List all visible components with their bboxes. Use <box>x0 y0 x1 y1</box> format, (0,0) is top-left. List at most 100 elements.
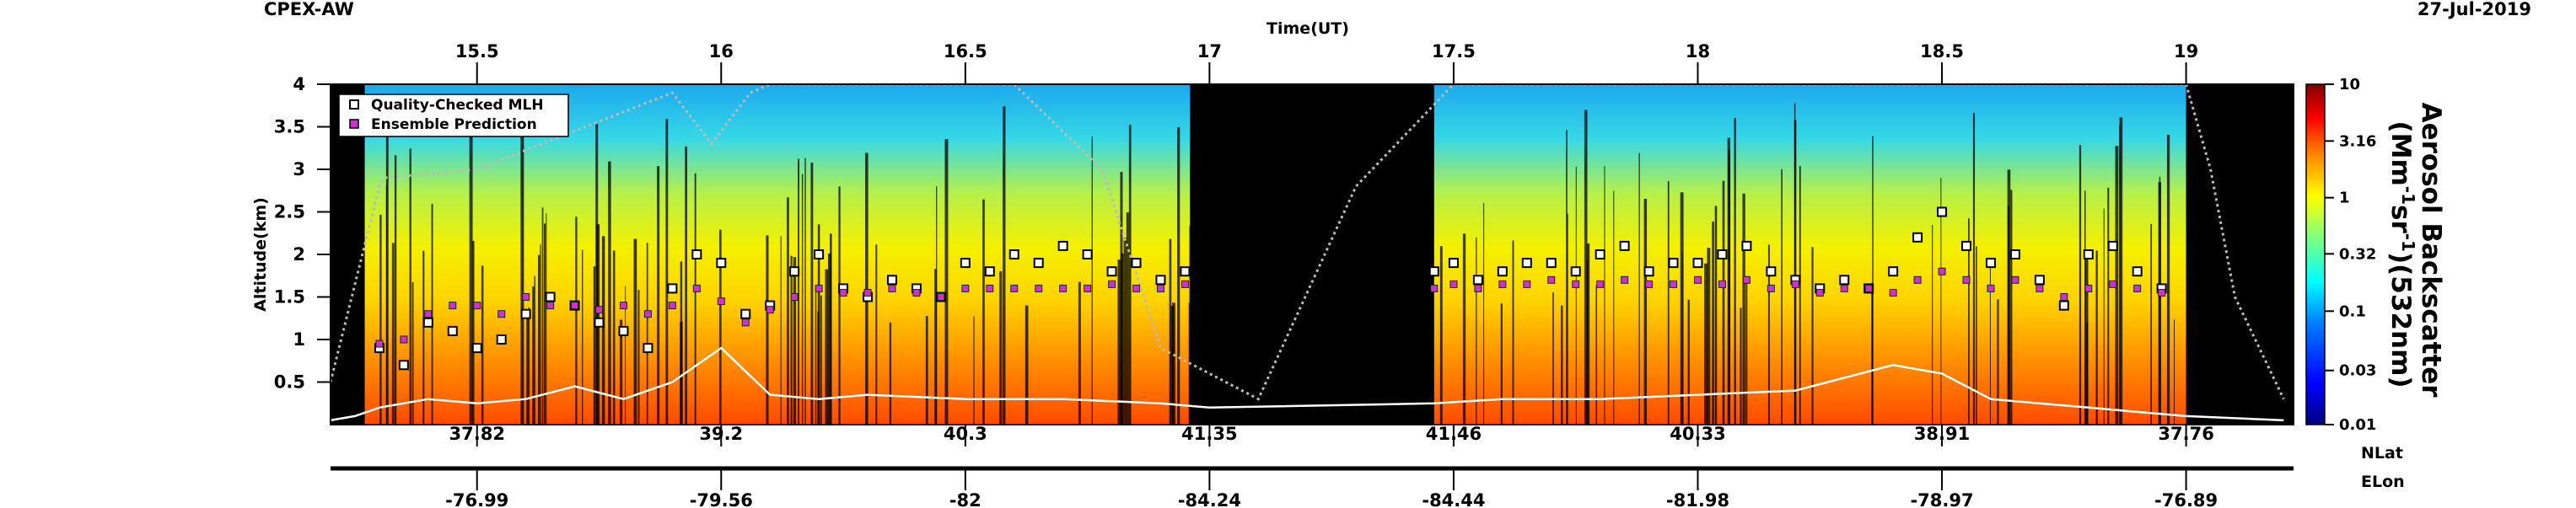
ensemble-point <box>1180 280 1189 288</box>
qc-mlh-point <box>2009 249 2020 259</box>
curtain-streak <box>1123 238 1127 425</box>
curtain-streak <box>526 318 529 425</box>
ensemble-point <box>497 310 506 318</box>
lat-tick-label: 37.76 <box>2158 424 2213 444</box>
ensemble-point <box>1108 280 1116 288</box>
mlh-markers <box>374 206 2167 371</box>
ensemble-point <box>717 297 725 306</box>
lon-axis-label: ELon <box>2361 473 2405 491</box>
colorbar-unit-c: )(532nm) <box>2385 252 2416 388</box>
qc-mlh-point <box>1428 266 1439 277</box>
curtain-streak <box>999 270 1003 425</box>
curtain-streak <box>646 243 648 425</box>
curtain-streak <box>1552 292 1554 425</box>
qc-mlh-point <box>2132 266 2143 277</box>
curtain-streak <box>472 240 475 425</box>
curtain-streak <box>780 236 782 425</box>
curtain-streak <box>411 281 414 425</box>
ensemble-point <box>473 302 481 310</box>
curtain-streak <box>1975 246 1977 425</box>
ensemble-point <box>643 310 652 318</box>
curtain-streak <box>1872 136 1874 425</box>
altitude-tick-label: 2.5 <box>274 202 305 222</box>
curtain-streak <box>1439 246 1443 425</box>
legend-marker-ensemble <box>349 119 359 129</box>
ensemble-point <box>400 335 408 344</box>
curtain-streak <box>532 286 535 425</box>
qc-mlh-point <box>1180 266 1191 277</box>
qc-mlh-point <box>1619 240 1630 251</box>
legend: Quality-Checked MLH Ensemble Prediction <box>338 94 569 137</box>
qc-mlh-point <box>594 317 605 328</box>
ensemble-point <box>1132 284 1141 292</box>
ensemble-point <box>937 293 945 301</box>
colorbar-ramp <box>2305 83 2326 425</box>
ensemble-point <box>741 318 750 327</box>
ensemble-point <box>1621 275 1629 284</box>
curtain-streak <box>2010 190 2013 425</box>
no-data-region <box>2186 84 2294 425</box>
curtain-streak <box>1566 130 1568 425</box>
qc-mlh-point <box>1082 249 1093 259</box>
ensemble-point <box>1962 275 1971 284</box>
curtain-streak <box>2119 117 2123 425</box>
qc-mlh-point <box>398 360 409 371</box>
altitude-tick-label: 2 <box>293 244 305 265</box>
altitude-tick-label: 3 <box>293 159 305 179</box>
ensemble-point <box>815 284 823 292</box>
qc-mlh-point <box>1008 249 1019 259</box>
curtain-streak <box>1121 253 1124 425</box>
qc-mlh-point <box>984 266 995 277</box>
ensemble-point <box>546 302 555 310</box>
lon-tick-label: -81.98 <box>1666 490 1729 508</box>
qc-mlh-point <box>1912 232 1923 243</box>
curtain-streak <box>619 319 623 425</box>
campaign-label: CPEX-AW <box>264 0 354 19</box>
qc-mlh-point <box>1033 258 1044 269</box>
ensemble-point <box>1840 284 1848 292</box>
time-tick-label: 16 <box>709 41 734 61</box>
curtain-streak <box>409 148 411 425</box>
colorbar-tick-label: 0.1 <box>2339 302 2366 320</box>
ensemble-point <box>1645 280 1654 288</box>
y-axis-label: Altitude(km) <box>251 197 270 312</box>
ensemble-point <box>2060 293 2068 301</box>
legend-box <box>338 94 569 137</box>
curtain-streak <box>2107 187 2110 425</box>
qc-mlh-point <box>1692 258 1703 269</box>
curtain-streak <box>1560 305 1563 425</box>
altitude-tick-label: 1 <box>293 329 305 350</box>
curtain-streak <box>766 235 769 425</box>
curtain-streak <box>2166 135 2170 425</box>
curtain-streak <box>1595 285 1598 425</box>
curtain-streak <box>825 269 829 425</box>
curtain-streak <box>2086 322 2089 425</box>
surface-line <box>331 346 2284 422</box>
ensemble-point <box>1742 275 1750 284</box>
curtain-streak <box>657 166 660 425</box>
lon-tick-label: -84.44 <box>1422 490 1485 508</box>
curtain-streak <box>2119 125 2121 425</box>
qc-mlh-point <box>618 325 629 336</box>
curtain-streak <box>973 316 975 425</box>
colorbar-tick-label: 0.03 <box>2339 362 2376 380</box>
curtain-streak <box>1512 240 1514 425</box>
qc-mlh-point <box>1839 275 1850 286</box>
curtain-streak <box>1643 199 1648 425</box>
curtain-streak <box>982 199 985 425</box>
qc-mlh-point <box>1131 258 1142 269</box>
qc-mlh-point <box>1961 240 1971 251</box>
colorbar-unit-a: (Mm <box>2385 120 2416 185</box>
curtain-streak <box>827 253 831 425</box>
curtain-streak <box>1745 275 1748 425</box>
ensemble-point <box>986 284 994 292</box>
ensemble-point <box>1815 288 1824 297</box>
ensemble-point <box>2158 288 2166 297</box>
curtain-streak <box>801 174 804 425</box>
curtain-streak <box>820 295 822 425</box>
ensemble-point <box>1693 275 1702 284</box>
curtain-streak <box>804 158 806 425</box>
curtain-streak <box>1584 110 1588 425</box>
ensemble-point <box>571 302 579 310</box>
